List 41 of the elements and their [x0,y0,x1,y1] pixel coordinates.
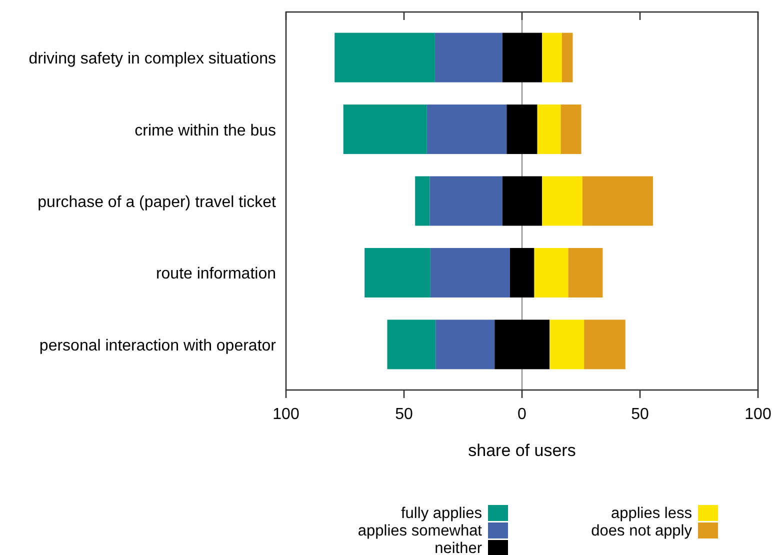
bar [584,320,626,370]
bar [494,320,550,370]
x-axis-title: share of users [468,441,576,460]
legend-label: applies somewhat [358,522,483,540]
bar [534,248,568,298]
bar [334,32,435,82]
legend-label: applies less [611,505,692,522]
bar [550,320,584,370]
bar [430,176,502,226]
bar [426,104,507,154]
legend-label: neither [434,540,482,555]
bar [537,104,561,154]
bar [582,176,653,226]
bar [562,32,573,82]
y-tick-label: crime within the bus [134,122,276,140]
legend-label: does not apply [591,522,692,540]
bar [430,248,510,298]
x-tick-label: 50 [631,406,649,423]
bar [364,248,430,298]
x-tick-label: 100 [272,406,300,423]
y-tick-label: driving safety in complex situations [28,50,276,68]
bar [415,176,430,226]
bar [542,32,562,82]
bar [502,32,542,82]
bar [568,248,603,298]
y-tick-label: personal interaction with operator [39,337,277,354]
x-tick-label: 50 [395,406,413,423]
bar [506,104,538,154]
bar [343,104,427,154]
bar [542,176,582,226]
bar [387,320,436,370]
x-tick-label: 0 [518,406,527,423]
y-tick-label: purchase of a (paper) travel ticket [38,194,277,211]
bar [502,176,542,226]
bar [560,104,582,154]
y-tick-label: route information [156,266,276,283]
bar [434,32,502,82]
bar [436,320,495,370]
x-tick-label: 100 [744,406,772,423]
bar [510,248,534,298]
legend-label: fully applies [401,505,482,522]
